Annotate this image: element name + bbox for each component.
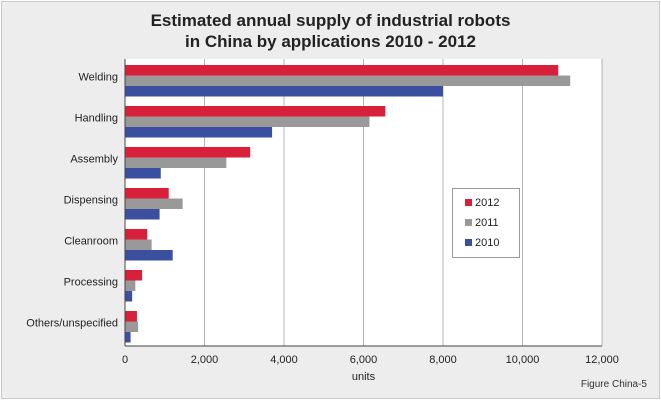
bar-welding-2012: [125, 65, 559, 76]
chart-title-line-1: Estimated annual supply of industrial ro…: [150, 11, 511, 30]
category-label-cleanroom: Cleanroom: [64, 235, 118, 247]
bar-handling-2012: [125, 106, 386, 117]
bar-others-unspecified-2011: [125, 321, 139, 332]
bar-assembly-2011: [125, 157, 227, 168]
bar-dispensing-2010: [125, 209, 160, 220]
legend-label-2011: 2011: [475, 217, 499, 229]
category-label-welding: Welding: [78, 71, 118, 83]
legend-swatch-2011: [465, 218, 472, 226]
bar-welding-2011: [125, 75, 571, 86]
x-tick-label-4000: 4,000: [270, 354, 298, 366]
legend: 2012 2011 2010: [452, 188, 520, 258]
x-axis-label: units: [352, 371, 376, 383]
x-tick-label-10000: 10,000: [506, 354, 540, 366]
bar-cleanroom-2011: [125, 239, 152, 250]
bar-processing-2012: [125, 270, 143, 281]
category-label-others-unspecified: Others/unspecified: [26, 317, 118, 329]
bar-handling-2011: [125, 116, 370, 127]
x-tick-label-8000: 8,000: [429, 354, 457, 366]
legend-swatch-2012: [465, 198, 472, 206]
bar-assembly-2012: [125, 147, 251, 158]
chart-title: Estimated annual supply of industrial ro…: [0, 10, 661, 52]
category-label-dispensing: Dispensing: [64, 194, 118, 206]
bar-cleanroom-2012: [125, 229, 148, 240]
x-tick-label-2000: 2,000: [191, 354, 219, 366]
bar-processing-2011: [125, 280, 136, 291]
legend-item-2012: 2012: [465, 196, 499, 210]
x-tick-label-0: 0: [122, 354, 128, 366]
category-label-assembly: Assembly: [70, 153, 118, 165]
legend-item-2010: 2010: [465, 236, 499, 250]
legend-label-2012: 2012: [475, 197, 500, 209]
figure-caption: Figure China-5: [580, 379, 647, 390]
bar-handling-2010: [125, 127, 273, 138]
category-label-processing: Processing: [64, 276, 118, 288]
bar-dispensing-2011: [125, 198, 183, 209]
bar-cleanroom-2010: [125, 250, 173, 261]
category-label-handling: Handling: [75, 112, 118, 124]
legend-item-2011: 2011: [465, 216, 499, 230]
bar-others-unspecified-2010: [125, 332, 131, 343]
bar-others-unspecified-2012: [125, 311, 137, 322]
bar-dispensing-2012: [125, 188, 169, 199]
chart-title-line-2: in China by applications 2010 - 2012: [185, 32, 476, 51]
legend-swatch-2010: [465, 238, 472, 246]
x-tick-label-6000: 6,000: [350, 354, 378, 366]
x-tick-label-12000: 12,000: [585, 354, 619, 366]
bar-assembly-2010: [125, 168, 161, 179]
bar-processing-2010: [125, 291, 133, 302]
legend-label-2010: 2010: [475, 237, 500, 249]
bar-welding-2010: [125, 86, 443, 97]
